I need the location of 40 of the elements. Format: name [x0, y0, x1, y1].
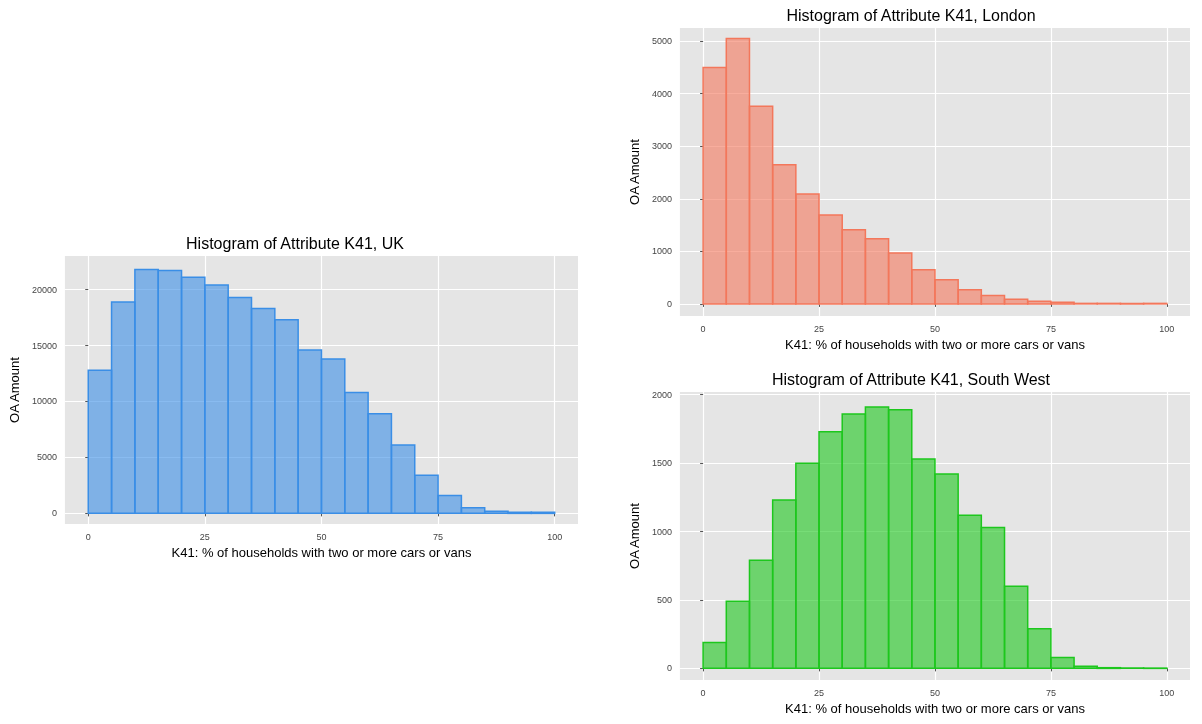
x-tick-label: 0	[700, 323, 706, 334]
x-axis-title: K41: % of households with two or more cars or vans	[171, 544, 472, 560]
y-tick-label: 0	[666, 663, 672, 674]
x-axis-title: K41: % of households with two or more cars or vans	[785, 700, 1086, 716]
chart-title: Histogram of Attribute K41, UK	[186, 234, 405, 252]
y-tick-label: 5000	[651, 36, 672, 47]
x-tick-label: 50	[929, 323, 940, 334]
y-tick-label: 1000	[651, 246, 672, 257]
y-tick-label: 2000	[651, 193, 672, 204]
y-tick-label: 4000	[651, 88, 672, 99]
y-tick-label: 1000	[651, 526, 672, 537]
x-tick-label: 25	[814, 323, 825, 334]
x-tick-label: 25	[199, 531, 210, 542]
x-tick-label: 100	[547, 531, 563, 542]
y-tick-label: 500	[656, 594, 672, 605]
x-axis-title: K41: % of households with two or more cars or vans	[785, 336, 1086, 352]
y-tick-label: 2000	[651, 389, 672, 400]
x-tick-label: 75	[1045, 687, 1056, 698]
y-tick-label: 0	[666, 298, 672, 309]
y-tick-label: 10000	[31, 396, 57, 407]
y-axis-title: OA Amount	[627, 138, 642, 205]
x-tick-label: 50	[929, 687, 940, 698]
x-tick-label: 0	[85, 531, 91, 542]
x-tick-label: 100	[1159, 687, 1175, 698]
y-tick-label: 20000	[31, 284, 57, 295]
chart-title: Histogram of Attribute K41, London	[786, 6, 1036, 24]
x-tick-label: 25	[814, 687, 825, 698]
y-tick-label: 1500	[651, 458, 672, 469]
x-tick-label: 75	[1045, 323, 1056, 334]
chart-title: Histogram of Attribute K41, South West	[771, 370, 1051, 388]
y-tick-label: 0	[51, 508, 57, 519]
y-tick-label: 3000	[651, 141, 672, 152]
x-tick-label: 100	[1159, 323, 1175, 334]
y-tick-label: 5000	[36, 452, 57, 463]
x-tick-label: 50	[316, 531, 327, 542]
y-axis-title: OA Amount	[627, 502, 642, 569]
y-axis-title: OA Amount	[7, 356, 22, 423]
x-tick-label: 75	[433, 531, 444, 542]
x-tick-label: 0	[700, 687, 706, 698]
y-tick-label: 15000	[31, 340, 57, 351]
